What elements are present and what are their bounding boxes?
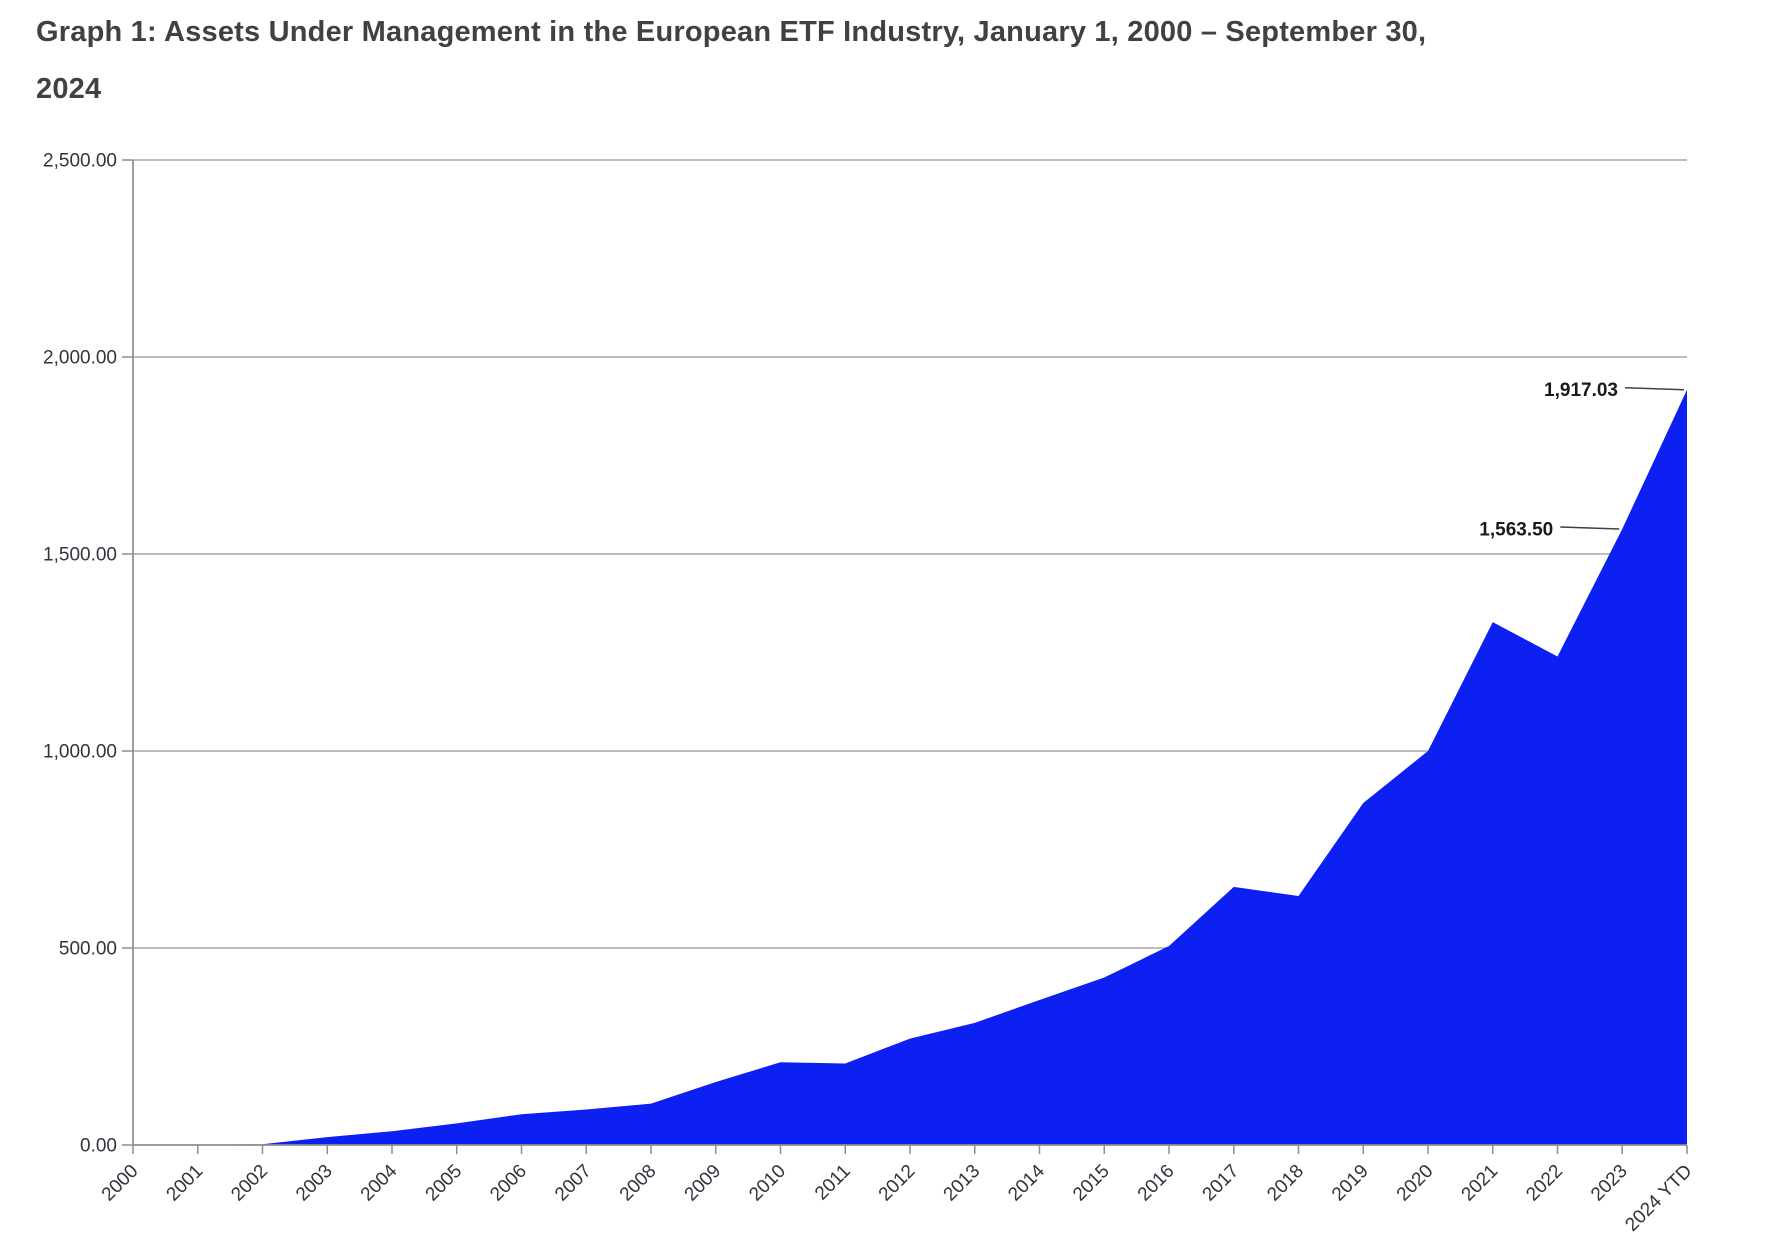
- x-tick-label: 2005: [422, 1161, 467, 1206]
- x-tick-label: 2021: [1458, 1161, 1503, 1206]
- x-tick-label: 2023: [1587, 1161, 1632, 1206]
- y-tick-label: 2,000.00: [43, 348, 117, 369]
- x-tick-label: 2022: [1522, 1161, 1567, 1206]
- chart-title-line2: 2024: [36, 73, 102, 105]
- x-tick-label: 2011: [811, 1161, 855, 1205]
- x-tick-label: 2008: [616, 1161, 661, 1206]
- x-tick-label: 2007: [551, 1161, 596, 1206]
- x-tick-label: 2002: [227, 1161, 272, 1206]
- x-tick-label: 2001: [163, 1161, 208, 1206]
- aum-area-series: [133, 389, 1687, 1145]
- x-tick-label: 2012: [875, 1161, 920, 1206]
- chart-title-line1: Graph 1: Assets Under Management in the …: [36, 16, 1427, 48]
- x-tick-label: 2010: [745, 1161, 790, 1206]
- data-label-leader-line: [1624, 386, 1685, 391]
- x-tick-label: 2014: [1004, 1160, 1049, 1205]
- x-tick-label: 2015: [1069, 1161, 1114, 1206]
- x-tick-label: 2013: [940, 1161, 985, 1206]
- y-tick-label: 500.00: [59, 939, 117, 960]
- x-tick-label: 2017: [1199, 1161, 1244, 1206]
- y-tick-label: 1,000.00: [43, 742, 117, 763]
- y-tick-label: 0.00: [80, 1136, 117, 1157]
- y-tick-label: 1,500.00: [43, 545, 117, 566]
- data-label: 1,917.03: [1544, 380, 1618, 401]
- x-tick-label: 2009: [681, 1161, 726, 1206]
- x-tick-label: 2018: [1263, 1161, 1308, 1206]
- x-tick-label: 2020: [1393, 1161, 1438, 1206]
- x-tick-label: 2000: [98, 1161, 143, 1206]
- data-label: 1,563.50: [1479, 519, 1553, 540]
- x-tick-label: 2004: [357, 1160, 402, 1205]
- x-tick-label: 2006: [486, 1161, 531, 1206]
- chart-title: Graph 1: Assets Under Management in the …: [36, 4, 1636, 118]
- data-label-leader-line: [1560, 526, 1620, 530]
- x-tick-label: 2016: [1134, 1161, 1179, 1206]
- x-tick-label: 2024 YTD: [1621, 1161, 1696, 1236]
- y-tick-label: 2,500.00: [43, 151, 117, 172]
- x-tick-label: 2003: [292, 1161, 337, 1206]
- x-tick-label: 2019: [1328, 1161, 1373, 1206]
